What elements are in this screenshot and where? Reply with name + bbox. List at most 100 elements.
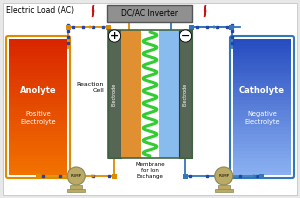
Bar — [108, 30, 192, 158]
Text: PUMP: PUMP — [218, 174, 229, 178]
Bar — [121, 30, 141, 158]
Bar — [9, 39, 67, 42]
Text: Anolyte: Anolyte — [20, 86, 56, 95]
Bar — [9, 110, 67, 114]
Bar — [233, 144, 291, 148]
Text: +: + — [110, 31, 119, 41]
Bar — [9, 131, 67, 134]
Text: Electric Load (AC): Electric Load (AC) — [6, 6, 74, 14]
Bar — [233, 155, 291, 158]
Bar — [233, 87, 291, 90]
Bar — [233, 117, 291, 121]
Bar — [9, 73, 67, 76]
Text: Reaction
Cell: Reaction Cell — [76, 82, 104, 93]
Bar — [233, 73, 291, 76]
Bar — [233, 138, 291, 141]
Bar — [233, 172, 291, 175]
Bar — [9, 70, 67, 73]
Bar — [233, 46, 291, 49]
Text: Negative
Electrolyte: Negative Electrolyte — [244, 111, 280, 125]
Bar — [112, 173, 117, 179]
Bar — [108, 30, 192, 158]
Bar — [233, 114, 291, 117]
Bar — [106, 25, 110, 30]
Bar — [215, 189, 233, 192]
Bar — [233, 66, 291, 70]
Bar — [9, 165, 67, 168]
Bar — [9, 114, 67, 117]
Bar — [9, 121, 67, 124]
Bar — [233, 131, 291, 134]
Bar — [179, 30, 192, 158]
Bar — [233, 161, 291, 165]
Bar — [9, 80, 67, 83]
Bar — [9, 141, 67, 144]
Bar — [233, 39, 291, 42]
Bar — [233, 90, 291, 93]
Text: −: − — [181, 31, 190, 41]
Bar — [9, 63, 67, 66]
Bar — [9, 97, 67, 100]
Bar — [9, 117, 67, 121]
Bar — [9, 158, 67, 161]
Bar — [9, 93, 67, 97]
Bar — [233, 80, 291, 83]
Bar — [233, 97, 291, 100]
Bar — [9, 151, 67, 155]
Polygon shape — [205, 5, 206, 17]
Bar — [233, 70, 291, 73]
Bar — [233, 76, 291, 80]
Bar — [9, 172, 67, 175]
Bar — [233, 121, 291, 124]
Bar — [65, 25, 70, 30]
Bar — [70, 185, 82, 190]
Bar — [9, 100, 67, 104]
Bar — [233, 124, 291, 127]
Bar — [233, 158, 291, 161]
Bar — [233, 168, 291, 172]
Bar — [9, 104, 67, 107]
Bar — [230, 25, 235, 30]
Bar — [9, 127, 67, 131]
Bar — [67, 189, 85, 192]
Text: Electrode: Electrode — [112, 82, 117, 106]
Text: Catholyte: Catholyte — [239, 86, 285, 95]
Bar — [233, 151, 291, 155]
Bar — [9, 49, 67, 53]
Text: DC/AC Inverter: DC/AC Inverter — [122, 9, 178, 17]
FancyBboxPatch shape — [107, 5, 193, 22]
Bar — [190, 25, 194, 30]
Bar — [9, 59, 67, 63]
Bar — [233, 134, 291, 138]
Bar — [233, 165, 291, 168]
Bar — [9, 76, 67, 80]
Bar — [9, 107, 67, 110]
Polygon shape — [92, 5, 94, 17]
Bar — [35, 173, 40, 179]
Circle shape — [215, 167, 233, 185]
Bar — [233, 104, 291, 107]
Bar — [159, 30, 179, 158]
Bar — [9, 155, 67, 158]
Bar — [9, 144, 67, 148]
Bar — [233, 93, 291, 97]
Bar — [9, 87, 67, 90]
Bar — [9, 53, 67, 56]
Bar — [9, 138, 67, 141]
Bar — [233, 110, 291, 114]
Text: Membrane
for Ion
Exchange: Membrane for Ion Exchange — [135, 162, 165, 179]
Bar — [218, 185, 230, 190]
Text: Positive
Electrolyte: Positive Electrolyte — [20, 111, 56, 125]
Bar — [9, 168, 67, 172]
Bar — [233, 141, 291, 144]
Bar — [9, 148, 67, 151]
Bar — [9, 83, 67, 87]
Text: Electrode: Electrode — [183, 82, 188, 106]
Bar — [9, 124, 67, 127]
Bar — [233, 63, 291, 66]
Circle shape — [67, 167, 85, 185]
Bar — [233, 42, 291, 46]
Bar — [233, 127, 291, 131]
Bar — [9, 90, 67, 93]
Bar — [233, 56, 291, 59]
